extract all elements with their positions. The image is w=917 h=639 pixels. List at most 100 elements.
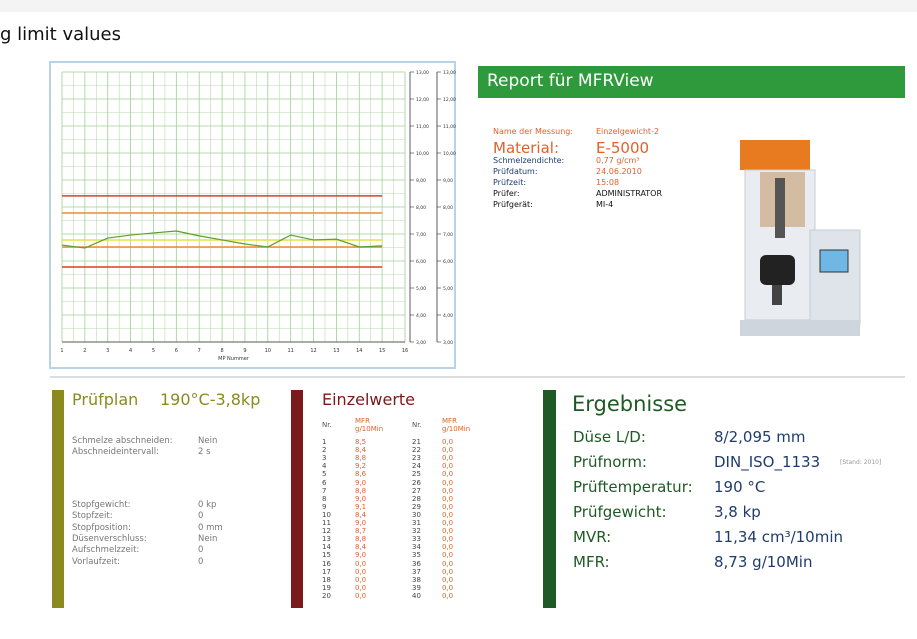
info-value: E-5000 bbox=[596, 139, 650, 157]
y-tick-label: 8,00 bbox=[443, 205, 453, 211]
row-value: 0,0 bbox=[355, 583, 367, 592]
y-tick-label: 7,00 bbox=[443, 232, 453, 238]
row-number: 19 bbox=[322, 583, 331, 592]
result-label: MFR: bbox=[573, 553, 610, 571]
y-tick-label: 11,00 bbox=[443, 124, 456, 130]
row-value: 0,0 bbox=[442, 462, 454, 471]
col-header: Nr. bbox=[412, 421, 422, 429]
row-number: 14 bbox=[322, 543, 331, 552]
row-number: 24 bbox=[412, 462, 421, 471]
row-value: 9,0 bbox=[355, 478, 367, 487]
page-heading: g limit values bbox=[0, 24, 122, 45]
row-value: 0,0 bbox=[442, 543, 454, 552]
row-value: 0,0 bbox=[442, 438, 454, 446]
y-tick-label: 6,00 bbox=[443, 259, 453, 265]
einzelwerte-bar bbox=[291, 390, 303, 608]
row-value: 8,8 bbox=[355, 535, 367, 544]
x-tick-label: 2 bbox=[83, 348, 86, 354]
row-value: 8,4 bbox=[355, 543, 367, 552]
x-axis-label: MP Nummer bbox=[218, 356, 250, 362]
y-tick-label: 5,00 bbox=[443, 286, 453, 292]
plan-label: Schmelze abschneiden: bbox=[72, 436, 173, 446]
row-value: 0,0 bbox=[442, 478, 454, 487]
plan-label: Abschneideintervall: bbox=[72, 447, 159, 457]
info-label: Prüfgerät: bbox=[493, 200, 533, 209]
y-tick-label: 8,00 bbox=[416, 205, 426, 211]
info-label: Prüfdatum: bbox=[493, 167, 538, 176]
row-value: 0,0 bbox=[355, 559, 367, 568]
row-value: 0,0 bbox=[442, 502, 454, 511]
result-value: DIN_ISO_1133 bbox=[714, 453, 821, 471]
row-number: 31 bbox=[412, 519, 421, 527]
x-tick-label: 12 bbox=[310, 348, 316, 354]
y-tick-label: 3,00 bbox=[416, 340, 426, 346]
plan-value: 0 kp bbox=[198, 500, 217, 510]
info-label: Schmelzendichte: bbox=[493, 156, 565, 165]
y-tick-label: 9,00 bbox=[443, 178, 453, 184]
plan-value: 0 bbox=[198, 511, 204, 522]
col-header: g/10Min bbox=[355, 425, 384, 433]
row-value: 8,4 bbox=[355, 446, 367, 455]
row-number: 9 bbox=[322, 502, 327, 511]
x-tick-label: 7 bbox=[198, 348, 201, 354]
plan-value: 0 bbox=[198, 556, 204, 567]
top-strip bbox=[0, 0, 917, 12]
row-number: 18 bbox=[322, 575, 331, 584]
row-number: 16 bbox=[322, 559, 331, 568]
plan-value: 0 bbox=[198, 545, 204, 556]
row-value: 9,2 bbox=[355, 462, 367, 471]
row-number: 34 bbox=[412, 543, 421, 552]
row-value: 0,0 bbox=[442, 567, 454, 576]
plan-value: 2 s bbox=[198, 447, 211, 457]
row-value: 9,0 bbox=[355, 519, 367, 527]
x-tick-label: 6 bbox=[175, 348, 178, 354]
row-number: 8 bbox=[322, 494, 327, 503]
row-value: 0,0 bbox=[355, 567, 367, 576]
result-label: Prüfnorm: bbox=[573, 453, 647, 471]
row-number: 15 bbox=[322, 551, 331, 560]
row-value: 8,6 bbox=[355, 470, 367, 479]
row-number: 39 bbox=[412, 583, 421, 592]
row-value: 9,0 bbox=[355, 494, 367, 503]
report-title: Report für MFRView bbox=[487, 71, 654, 91]
row-number: 21 bbox=[412, 438, 421, 446]
plan-value: Nein bbox=[198, 533, 218, 544]
row-number: 6 bbox=[322, 478, 327, 487]
y-tick-label: 5,00 bbox=[416, 286, 426, 292]
row-value: 0,0 bbox=[442, 591, 454, 600]
y-tick-label: 3,00 bbox=[443, 340, 453, 346]
row-value: 0,0 bbox=[442, 446, 454, 455]
result-value: 8/2,095 mm bbox=[714, 428, 806, 446]
y-tick-label: 10,00 bbox=[443, 151, 456, 157]
row-number: 7 bbox=[322, 486, 327, 495]
x-tick-label: 13 bbox=[333, 348, 339, 354]
y-tick-label: 9,00 bbox=[416, 178, 426, 184]
row-value: 0,0 bbox=[442, 470, 454, 479]
row-value: 8,8 bbox=[355, 486, 367, 495]
result-value: 11,34 cm³/10min bbox=[714, 528, 844, 546]
col-header: g/10Min bbox=[442, 425, 471, 433]
row-number: 2 bbox=[322, 446, 327, 455]
y-tick-label: 11,00 bbox=[416, 124, 429, 130]
row-number: 23 bbox=[412, 454, 421, 463]
row-value: 0,0 bbox=[442, 551, 454, 560]
y-tick-label: 6,00 bbox=[416, 259, 426, 265]
report-header bbox=[478, 66, 905, 98]
plan-label: Stopfposition: bbox=[72, 522, 131, 533]
x-tick-label: 11 bbox=[287, 348, 293, 354]
row-value: 0,0 bbox=[442, 519, 454, 527]
y-tick-label: 4,00 bbox=[416, 313, 426, 319]
y-tick-label: 12,00 bbox=[416, 97, 429, 103]
row-number: 22 bbox=[412, 446, 421, 455]
row-number: 17 bbox=[322, 567, 331, 576]
y-tick-label: 12,00 bbox=[443, 97, 456, 103]
row-number: 25 bbox=[412, 470, 421, 479]
plan-label: Stopfgewicht: bbox=[72, 500, 131, 510]
info-label: Name der Messung: bbox=[493, 127, 574, 136]
row-number: 40 bbox=[412, 591, 421, 600]
row-number: 3 bbox=[322, 454, 327, 463]
result-label: Prüftemperatur: bbox=[573, 478, 693, 496]
row-number: 33 bbox=[412, 535, 421, 544]
row-value: 8,5 bbox=[355, 438, 367, 446]
